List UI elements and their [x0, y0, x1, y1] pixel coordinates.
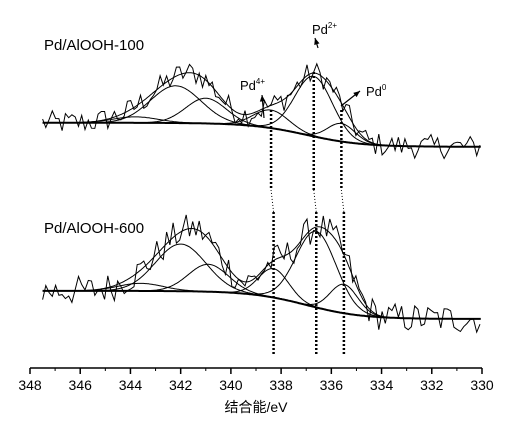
- spectra: [42, 62, 481, 334]
- x-tick-label-1: 346: [69, 377, 93, 393]
- reference-connector-0: [270, 189, 275, 213]
- peak-label-pd4-superscript: 4+: [256, 77, 265, 86]
- fit-component-1-2: [127, 263, 288, 301]
- x-axis-label: 结合能/eV: [224, 399, 288, 415]
- peak-label-pd0: Pd0: [366, 83, 387, 99]
- fit-component-1-1: [80, 243, 281, 300]
- arrow-pd4-head: [259, 95, 266, 102]
- reference-connector-1: [313, 189, 317, 213]
- fit-component-1-4: [235, 230, 396, 319]
- peak-label-pd4: Pd4+: [240, 77, 265, 93]
- reference-connector-2: [340, 189, 345, 213]
- x-axis-ticks: [29, 368, 483, 374]
- x-tick-label-4: 340: [219, 377, 243, 393]
- fit-envelope-1: [42, 226, 481, 320]
- x-tick-label-6: 336: [320, 377, 344, 393]
- arrow-pd0-head: [353, 91, 360, 98]
- x-tick-label-0: 348: [18, 377, 42, 393]
- raw-spectrum-0: [42, 62, 481, 160]
- x-tick-label-5: 338: [269, 377, 293, 393]
- arrow-pd2-head: [314, 38, 320, 45]
- x-tick-label-7: 334: [370, 377, 394, 393]
- panel-label-top: Pd/AlOOH-100: [44, 37, 144, 54]
- x-tick-label-2: 344: [119, 377, 143, 393]
- raw-spectrum-1: [42, 214, 481, 334]
- peak-label-pd2-base: Pd: [312, 22, 328, 37]
- x-axis-tick-labels: 348 346 344 342 340 338 336 334 332 330: [18, 377, 494, 393]
- peak-label-pd2: Pd2+: [312, 21, 337, 37]
- annotations: Pd4+Pd2+Pd0: [240, 21, 387, 354]
- peak-label-pd2-superscript: 2+: [328, 21, 337, 30]
- x-tick-label-3: 342: [169, 377, 193, 393]
- x-tick-label-9: 330: [470, 377, 494, 393]
- peak-label-pd4-base: Pd: [240, 78, 256, 93]
- panel-label-bottom: Pd/AlOOH-600: [44, 220, 144, 237]
- peak-label-pd0-superscript: 0: [382, 83, 387, 92]
- peak-label-pd0-base: Pd: [366, 84, 382, 99]
- x-tick-label-8: 332: [420, 377, 444, 393]
